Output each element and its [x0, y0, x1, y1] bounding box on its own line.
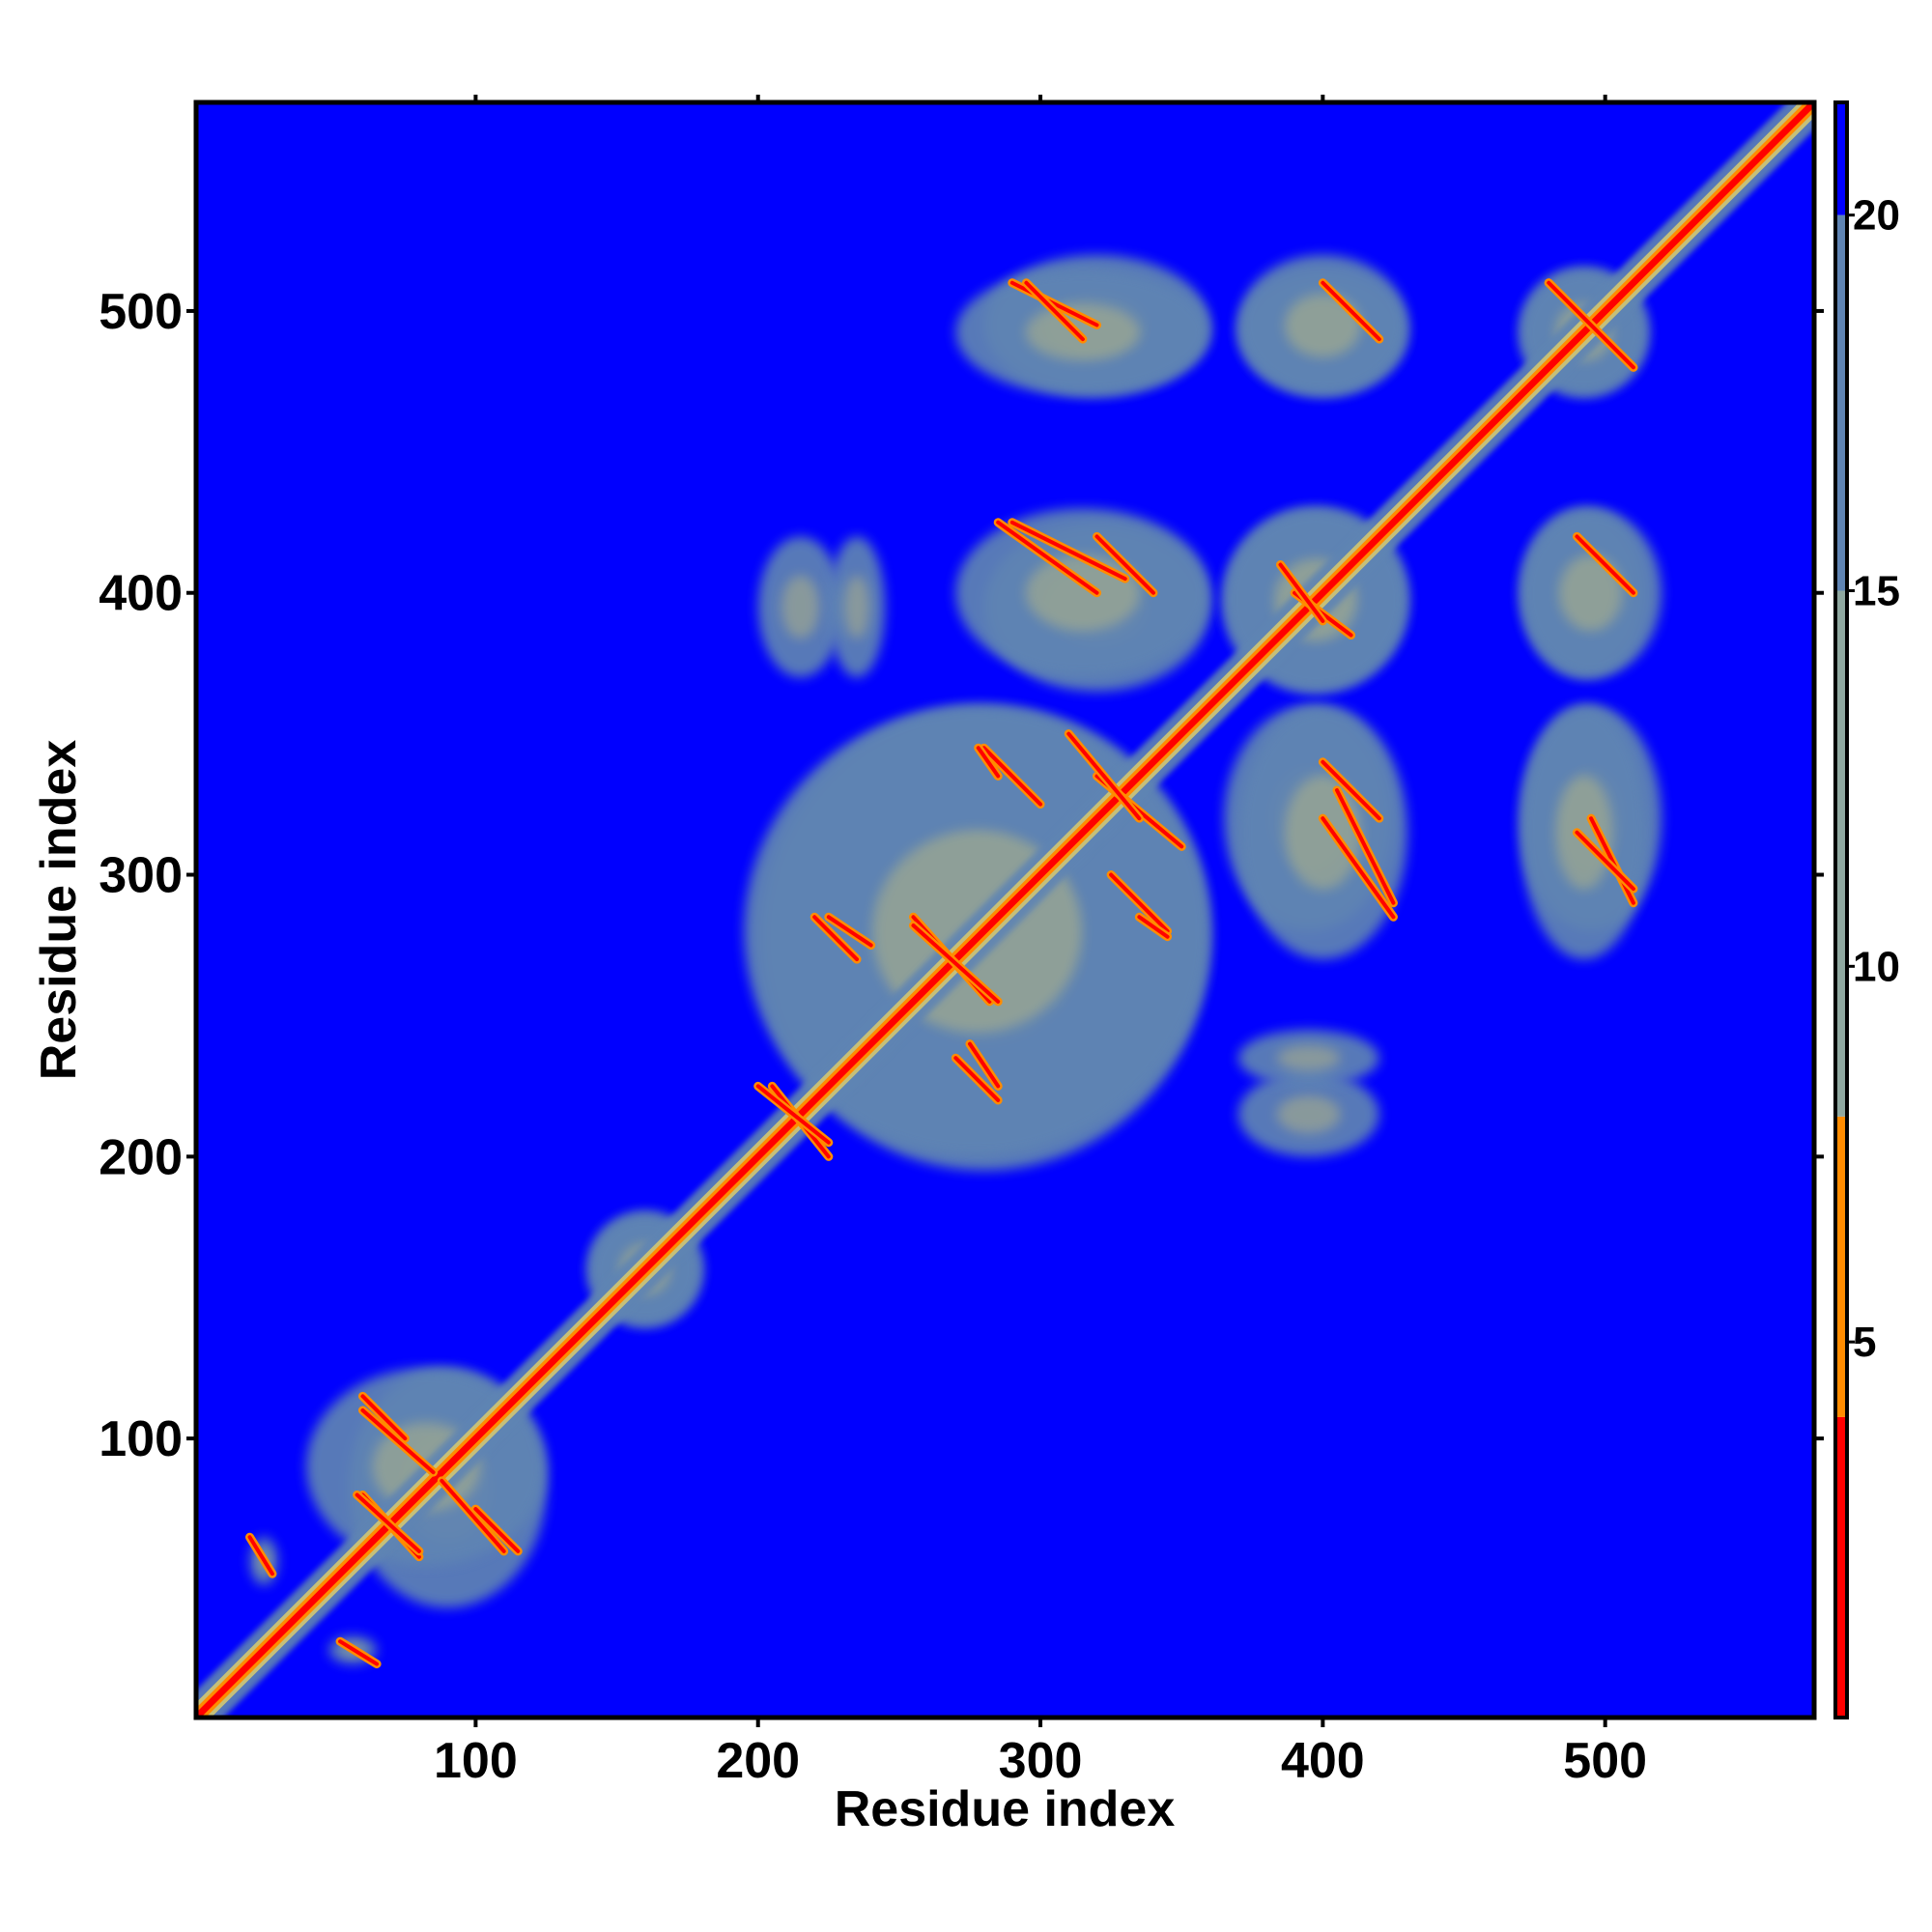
x-tick-label: 300: [999, 1733, 1083, 1789]
contact-streak: [1009, 280, 1099, 327]
colorbar-segment: [1835, 1416, 1847, 1718]
contact-region-core: [1284, 293, 1361, 357]
colorbar-segment: [1835, 214, 1847, 591]
contact-streak: [355, 1492, 421, 1553]
contact-streak: [1094, 534, 1155, 595]
y-axis-title: Residue index: [31, 740, 87, 1081]
contact-streak: [826, 915, 873, 948]
contact-region-core: [1025, 303, 1141, 361]
top-axis-ticks: [473, 95, 1607, 102]
contact-streak: [967, 1041, 1001, 1089]
contact-streak: [996, 520, 1099, 595]
contact-region-core: [843, 575, 870, 639]
colorbar-tick-label: 10: [1853, 943, 1900, 990]
colorbar-frame: [1833, 100, 1849, 1719]
y-tick-label: 100: [99, 1411, 183, 1467]
contact-streak: [1547, 280, 1635, 370]
contact-streak: [1589, 816, 1635, 905]
contact-streak: [953, 1056, 1001, 1102]
contact-streak: [1109, 872, 1170, 933]
y-tick-label: 200: [99, 1129, 183, 1185]
x-tick-label: 400: [1281, 1733, 1365, 1789]
contact-region-core: [1559, 554, 1623, 632]
contact-streak: [1321, 759, 1381, 821]
x-axis-title: Residue index: [835, 1781, 1176, 1837]
contact-streak: [247, 1535, 274, 1577]
contact-region-core: [1276, 1094, 1341, 1134]
contact-streak: [976, 746, 1001, 779]
colorbar-segment: [1835, 102, 1847, 215]
contact-streak: [911, 923, 1001, 1004]
contact-region-core: [1276, 1045, 1341, 1071]
contact-streak: [1321, 280, 1381, 342]
y-tick-label: 300: [99, 848, 183, 904]
contact-streak: [1024, 280, 1085, 342]
contact-streak: [440, 1478, 506, 1553]
heatmap-layer: [196, 102, 1814, 1718]
x-tick-label: 200: [716, 1733, 800, 1789]
x-axis: 100 200 300 400 500: [434, 1718, 1647, 1789]
contact-streak: [1278, 562, 1325, 623]
contact-region-core: [1555, 775, 1613, 890]
contact-streak: [360, 1407, 436, 1475]
contact-region-core: [781, 575, 820, 639]
colorbar-segment: [1835, 1116, 1847, 1417]
plot-frame: [193, 99, 1817, 1720]
y-tick-label: 500: [99, 284, 183, 340]
contact-streak: [1137, 915, 1170, 939]
contact-streak: [360, 1394, 408, 1441]
diagonal-close: [196, 102, 1814, 1718]
colorbar-segment: [1835, 590, 1847, 1117]
y-axis: 100 200 300 400 500: [99, 284, 196, 1467]
contact-streak: [338, 1639, 380, 1666]
x-tick-label: 500: [1563, 1733, 1647, 1789]
contact-streak: [1575, 534, 1635, 595]
contact-streak: [1009, 520, 1127, 582]
contact-streak: [1321, 816, 1396, 920]
contact-streak: [1066, 731, 1142, 821]
right-axis-ticks: [1814, 308, 1824, 1441]
colorbar-tick-label: 15: [1853, 567, 1900, 614]
colorbar: 5 10 15 20: [1833, 100, 1900, 1719]
contact-streak: [812, 915, 860, 962]
contact-streak: [473, 1507, 521, 1553]
colorbar-tick-label: 20: [1853, 192, 1900, 240]
x-tick-label: 100: [434, 1733, 518, 1789]
contact-streak: [981, 746, 1043, 807]
contact-streak: [1334, 787, 1396, 905]
contact-streak: [1575, 830, 1635, 892]
y-tick-label: 400: [99, 566, 183, 622]
colorbar-tick-label: 5: [1853, 1319, 1876, 1366]
contact-streak: [755, 1084, 831, 1145]
